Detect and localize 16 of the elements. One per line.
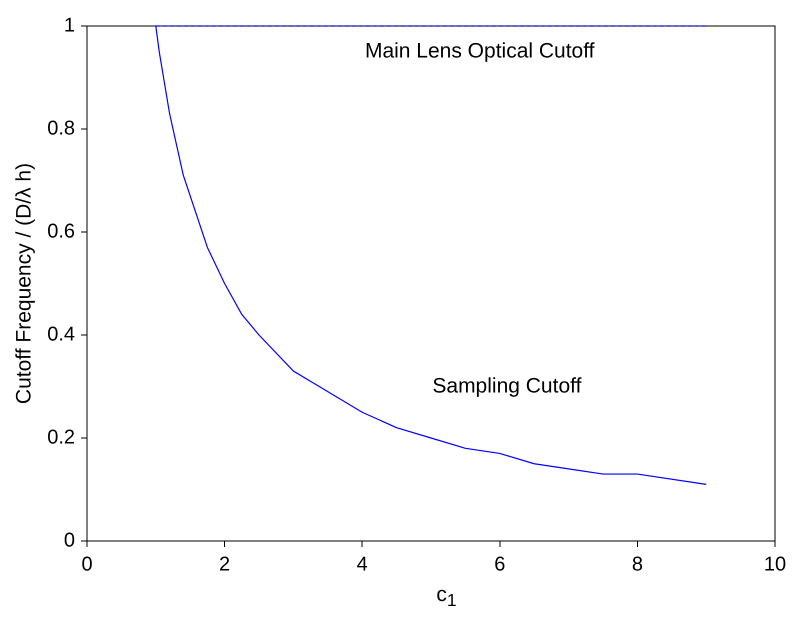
y-tick-label: 0.4 bbox=[47, 324, 76, 346]
y-tick-label: 1 bbox=[64, 14, 76, 37]
x-tick-label: 6 bbox=[494, 554, 506, 576]
x-tick-label: 4 bbox=[356, 554, 368, 576]
x-tick-label: 8 bbox=[632, 554, 643, 576]
annotation: Sampling Cutoff bbox=[432, 374, 582, 398]
x-tick-label: 2 bbox=[219, 554, 230, 576]
x-tick-label: 10 bbox=[764, 554, 786, 576]
x-tick-label: 0 bbox=[81, 554, 93, 576]
y-axis-title: Cutoff Frequency / (D/λ h) bbox=[12, 162, 36, 404]
x-axis-title: c$_{1}$ bbox=[435, 583, 458, 612]
y-tick-label: 0 bbox=[64, 530, 76, 552]
y-tick-label: 0.2 bbox=[47, 426, 76, 449]
annotation: Main Lens Optical Cutoff bbox=[364, 40, 595, 63]
y-tick-label: 0.6 bbox=[47, 220, 76, 243]
y-tick-label: 0.8 bbox=[47, 118, 76, 140]
